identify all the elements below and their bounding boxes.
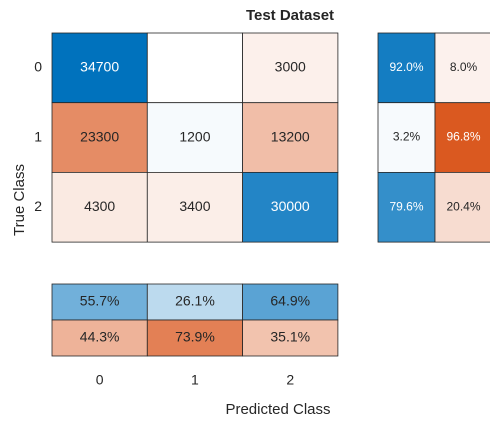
cell-label: 96.8% xyxy=(446,130,480,144)
cell-label: 8.0% xyxy=(450,60,478,74)
cell-label: 35.1% xyxy=(270,329,310,345)
cell-label: 3000 xyxy=(275,59,306,75)
cell xyxy=(51,171,148,243)
cell-label: 44.3% xyxy=(80,329,120,345)
cell-label: 20.4% xyxy=(446,199,480,213)
y-tick-label: 1 xyxy=(34,128,42,144)
cell xyxy=(242,102,339,173)
cell xyxy=(51,32,148,104)
x-tick-label: 2 xyxy=(286,372,294,388)
cell xyxy=(434,32,490,104)
cell xyxy=(146,32,244,104)
cell xyxy=(434,102,490,173)
cell-label: 73.9% xyxy=(175,329,215,345)
cell xyxy=(242,171,339,243)
cell xyxy=(51,102,148,173)
cell xyxy=(51,319,148,357)
cell-label: 79.6% xyxy=(389,199,423,213)
cell-label: 30000 xyxy=(271,198,310,214)
cell xyxy=(377,102,436,173)
cell-label: 26.1% xyxy=(175,293,215,309)
cell-label: 3.2% xyxy=(393,130,421,144)
cell-label: 92.0% xyxy=(389,60,423,74)
x-tick-label: 1 xyxy=(191,372,199,388)
y-axis-label: True Class xyxy=(11,164,28,236)
cell xyxy=(146,171,244,243)
chart-title: Test Dataset xyxy=(246,7,334,24)
cell-label: 3400 xyxy=(179,198,210,214)
cell-label: 1200 xyxy=(179,128,210,144)
cell-label: 64.9% xyxy=(270,293,310,309)
cell xyxy=(242,319,339,357)
cell xyxy=(146,319,244,357)
cell-label: 13200 xyxy=(271,128,310,144)
cell-label: 34700 xyxy=(80,59,119,75)
x-tick-label: 0 xyxy=(96,372,104,388)
cell xyxy=(434,171,490,243)
cell-label: 23300 xyxy=(80,128,119,144)
y-tick-label: 2 xyxy=(34,198,42,214)
y-tick-label: 0 xyxy=(34,59,42,75)
cell xyxy=(242,32,339,104)
x-axis-label: Predicted Class xyxy=(225,401,330,418)
cell-label: 55.7% xyxy=(80,293,120,309)
cell xyxy=(146,102,244,173)
cell-label: 4300 xyxy=(84,198,115,214)
cell xyxy=(51,283,148,321)
cell xyxy=(377,171,436,243)
